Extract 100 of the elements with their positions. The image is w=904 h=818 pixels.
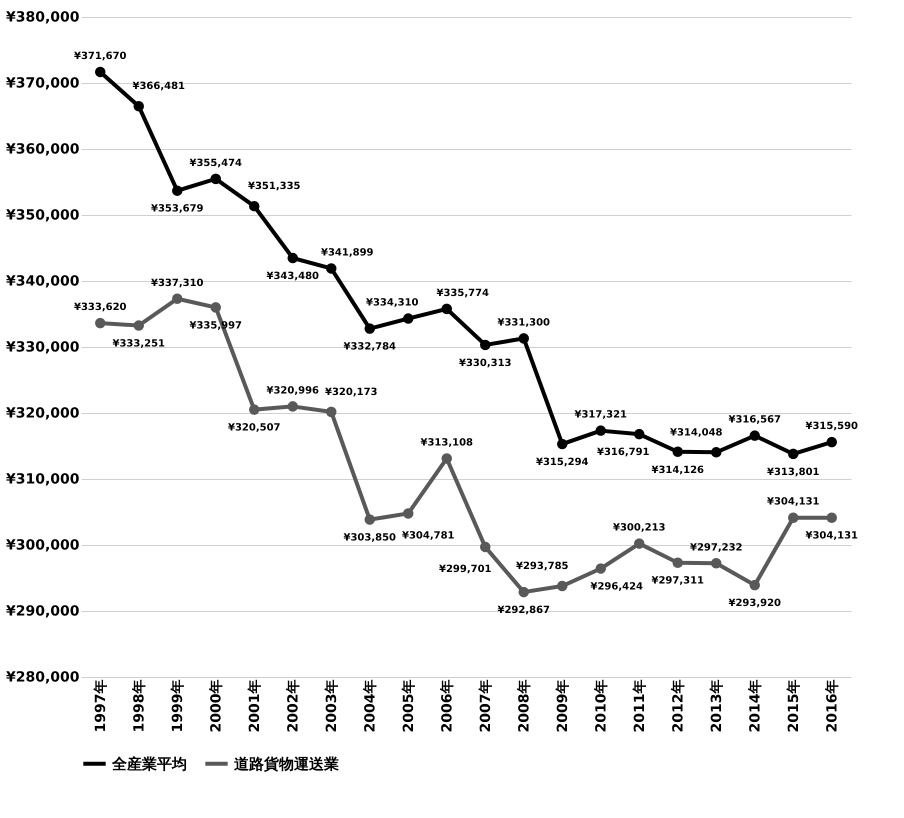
x-tick-label: 1997年	[92, 680, 109, 732]
point	[403, 313, 414, 324]
data-label: ¥317,321	[574, 410, 628, 421]
x-tick-label: 2013年	[708, 680, 725, 732]
data-label: ¥304,131	[805, 530, 858, 542]
point	[364, 514, 375, 525]
x-tick-label: 1998年	[131, 680, 148, 732]
point	[480, 340, 490, 350]
y-tick-label: ¥320,000	[6, 406, 80, 422]
data-label: ¥320,507	[228, 422, 281, 434]
data-label: ¥320,996	[266, 385, 320, 396]
point	[788, 512, 798, 523]
y-tick-label: ¥300,000	[6, 538, 80, 554]
x-tick-label: 2016年	[824, 680, 840, 732]
data-label: ¥371,670	[74, 50, 127, 62]
y-tick-label: ¥380,000	[6, 10, 80, 26]
point	[596, 425, 606, 436]
data-label: ¥335,774	[436, 288, 490, 299]
data-label: ¥333,251	[112, 338, 166, 350]
y-tick-label: ¥350,000	[6, 208, 80, 224]
point	[750, 430, 760, 441]
data-label: ¥299,701	[438, 564, 492, 575]
x-tick-label: 2014年	[747, 680, 764, 732]
x-tick-label: 2015年	[786, 680, 802, 732]
data-label: ¥303,850	[343, 532, 396, 544]
data-label: ¥314,126	[651, 464, 704, 476]
point	[518, 586, 529, 598]
point	[711, 558, 722, 568]
point	[95, 66, 106, 78]
point	[364, 323, 375, 334]
y-tick-label: ¥360,000	[6, 142, 80, 158]
x-tick-label: 2007年	[478, 680, 494, 732]
y-tick-label: ¥370,000	[6, 76, 80, 92]
point	[711, 447, 722, 458]
data-label: ¥293,785	[516, 561, 569, 572]
x-tick-label: 2001年	[246, 680, 263, 732]
data-label: ¥333,620	[74, 302, 127, 314]
data-label: ¥313,801	[766, 466, 820, 478]
point	[826, 512, 837, 523]
point	[826, 436, 837, 448]
data-label: ¥320,173	[324, 386, 378, 398]
point	[172, 294, 182, 304]
data-label: ¥331,300	[497, 317, 550, 328]
point	[480, 542, 490, 552]
point	[210, 174, 221, 184]
data-label: ¥351,335	[248, 181, 301, 192]
x-tick-label: 2005年	[400, 680, 417, 732]
data-label: ¥353,679	[150, 204, 204, 215]
data-label: ¥296,424	[590, 582, 644, 593]
point	[326, 406, 336, 418]
x-tick-label: 2000年	[208, 680, 224, 732]
data-label: ¥316,791	[596, 447, 650, 458]
point	[249, 404, 260, 415]
x-tick-label: 2010年	[593, 680, 610, 732]
point	[95, 318, 106, 328]
x-tick-label: 1999年	[170, 680, 186, 732]
legend-label: 道路貨物運送業	[234, 754, 339, 773]
x-tick-label: 2002年	[285, 680, 302, 732]
point	[403, 508, 414, 519]
point	[172, 185, 182, 196]
data-label: ¥343,480	[266, 271, 320, 282]
data-label: ¥297,311	[651, 576, 704, 587]
point	[326, 263, 336, 274]
data-label: ¥304,131	[766, 496, 820, 508]
x-tick-label: 2012年	[670, 680, 686, 732]
data-label: ¥337,310	[150, 278, 204, 289]
point	[210, 302, 221, 313]
data-label: ¥341,899	[320, 247, 374, 258]
point	[596, 563, 606, 574]
x-tick-label: 2009年	[554, 680, 571, 732]
x-tick-label: 2004年	[362, 680, 378, 732]
data-label: ¥315,294	[536, 457, 589, 468]
point	[134, 100, 144, 112]
point	[442, 304, 452, 314]
point	[750, 580, 760, 590]
x-tick-label: 2006年	[439, 680, 456, 732]
data-label: ¥315,590	[805, 421, 858, 432]
point	[672, 446, 683, 457]
legend-label: 全産業平均	[111, 754, 187, 773]
x-tick-label: 2003年	[324, 680, 340, 732]
point	[557, 438, 568, 450]
point	[518, 333, 529, 344]
y-tick-label: ¥330,000	[6, 340, 80, 356]
data-label: ¥332,784	[343, 342, 396, 353]
y-tick-label: ¥280,000	[6, 670, 80, 686]
point	[442, 453, 452, 464]
data-label: ¥316,567	[728, 414, 782, 426]
point	[249, 200, 260, 212]
x-tick-label: 2011年	[632, 680, 648, 732]
data-label: ¥292,867	[497, 605, 550, 616]
point	[788, 448, 798, 460]
point	[634, 428, 644, 440]
data-label: ¥313,108	[420, 437, 474, 448]
data-label: ¥314,048	[670, 427, 723, 438]
y-tick-label: ¥310,000	[6, 472, 80, 488]
data-label: ¥297,232	[690, 542, 743, 554]
data-label: ¥355,474	[189, 158, 242, 169]
data-label: ¥293,920	[728, 598, 782, 610]
data-label: ¥304,781	[402, 530, 455, 542]
y-tick-label: ¥290,000	[6, 604, 80, 620]
